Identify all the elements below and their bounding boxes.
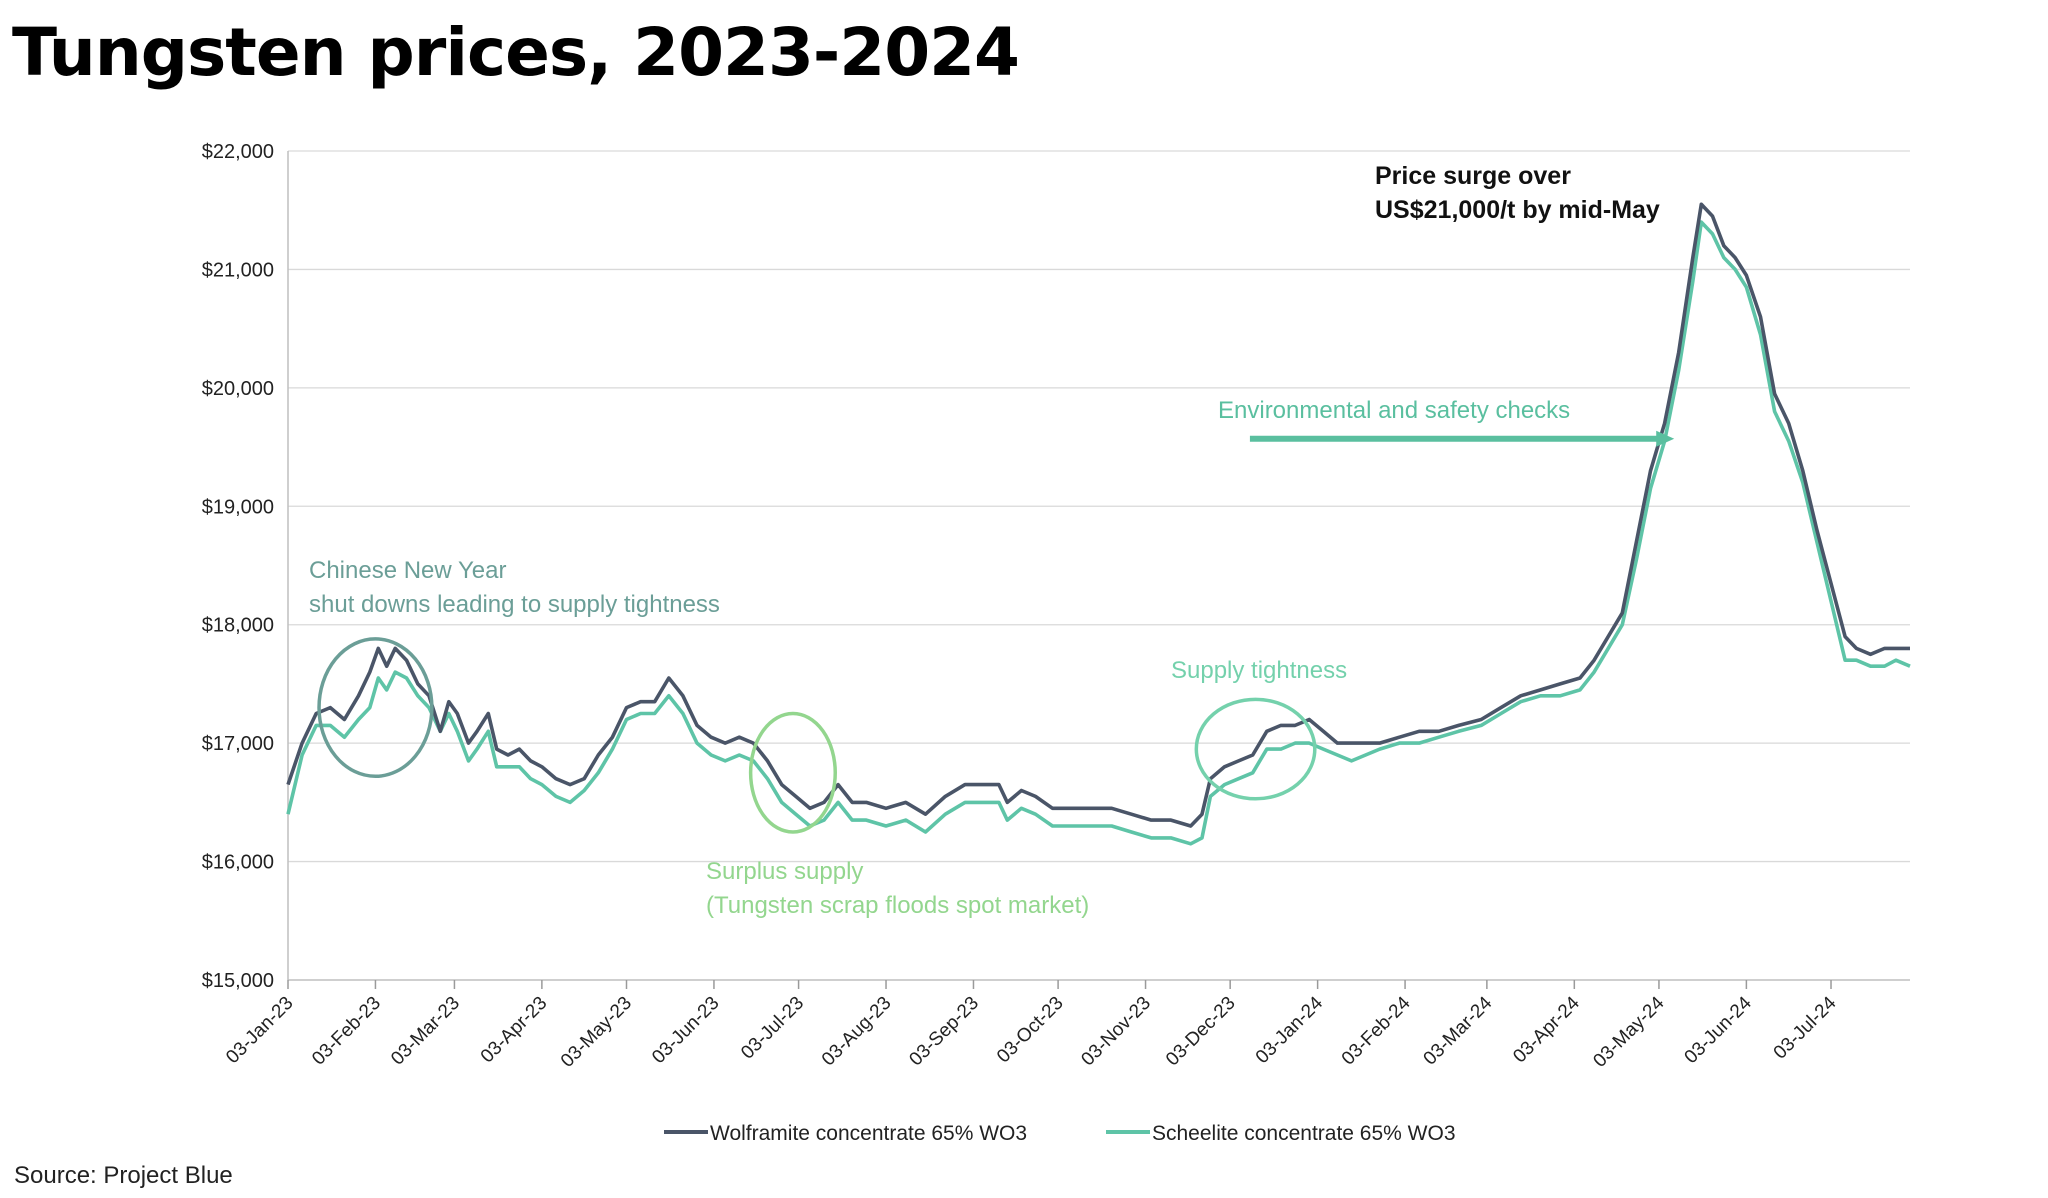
legend-label-wolframite: Wolframite concentrate 65% WO3 [710,1122,1027,1145]
gridlines [288,150,1910,863]
tightness-circle [1194,697,1317,801]
x-tick-label: 03-Jul-24 [1770,992,1841,1063]
x-tick-label: 03-Nov-23 [1077,993,1155,1071]
legend-label-scheelite: Scheelite concentrate 65% WO3 [1152,1122,1456,1145]
cny-circle [317,637,434,779]
annotation-surplus-line2: (Tungsten scrap floods spot market) [706,892,1089,919]
x-tick-label: 03-Mar-24 [1420,992,1497,1069]
x-tick-label: 03-Feb-23 [308,993,385,1070]
y-tick-label: $16,000 [202,852,274,874]
surplus-circle [748,711,837,834]
annotation-surge-line1: Price surge over [1375,162,1571,190]
y-tick-label: $17,000 [202,733,274,755]
y-tick-label: $22,000 [202,141,274,163]
x-tick-label: 03-Aug-23 [818,993,896,1071]
x-axis: 03-Jan-23 03-Feb-23 03-Mar-23 03-Apr-23 03-M… [222,979,1910,1072]
x-tick-label: 03-May-24 [1589,992,1668,1071]
page-title: Tungsten prices, 2023-2024 [12,14,1020,91]
annotation-supply-tightness: Supply tightness [1171,657,1347,684]
y-tick-label: $15,000 [202,970,274,992]
x-tick-label: 03-Apr-23 [477,993,552,1068]
x-tick-label: 03-Dec-23 [1162,993,1240,1071]
y-tick-label: $18,000 [202,615,274,637]
series-line-wolframite [286,202,1910,828]
x-tick-label: 03-Jun-23 [648,993,723,1068]
annotation-env-checks: Environmental and safety checks [1218,397,1570,424]
y-tick-label: $19,000 [202,496,274,518]
x-tick-label: 03-Jan-24 [1252,992,1328,1068]
annotation-cny-line1: Chinese New Year [309,557,506,584]
x-tick-label: 03-Sep-23 [905,993,983,1071]
annotation-cny-line2: shut downs leading to supply tightness [309,591,720,618]
series-line-scheelite [286,220,1911,846]
source-note: Source: Project Blue [14,1162,233,1189]
x-tick-label: 03-Jun-24 [1681,992,1757,1068]
y-axis: $15,000 $16,000 $17,000 $18,000 $19,000 $20,0… [202,141,289,992]
annotation-surge-line2: US$21,000/t by mid-May [1375,196,1660,224]
x-tick-label: 03-May-23 [557,993,636,1072]
env-arrow-head [1656,430,1675,447]
x-tick-label: 03-Mar-23 [387,993,464,1070]
y-tick-label: $20,000 [202,378,274,400]
legend: Wolframite concentrate 65% WO3 Scheelite… [664,1122,1456,1145]
y-tick-label: $21,000 [202,259,274,281]
x-tick-label: 03-Jul-23 [737,993,808,1064]
x-tick-label: 03-Jan-23 [222,993,297,1068]
annotation-surplus-line1: Surplus supply [706,858,863,885]
x-tick-label: 03-Feb-24 [1338,992,1415,1069]
x-tick-label: 03-Apr-24 [1509,992,1584,1067]
series-layer [286,202,1911,846]
annotations: Chinese New Year shut downs leading to s… [309,162,1675,919]
x-tick-label: 03-Oct-23 [993,993,1068,1068]
